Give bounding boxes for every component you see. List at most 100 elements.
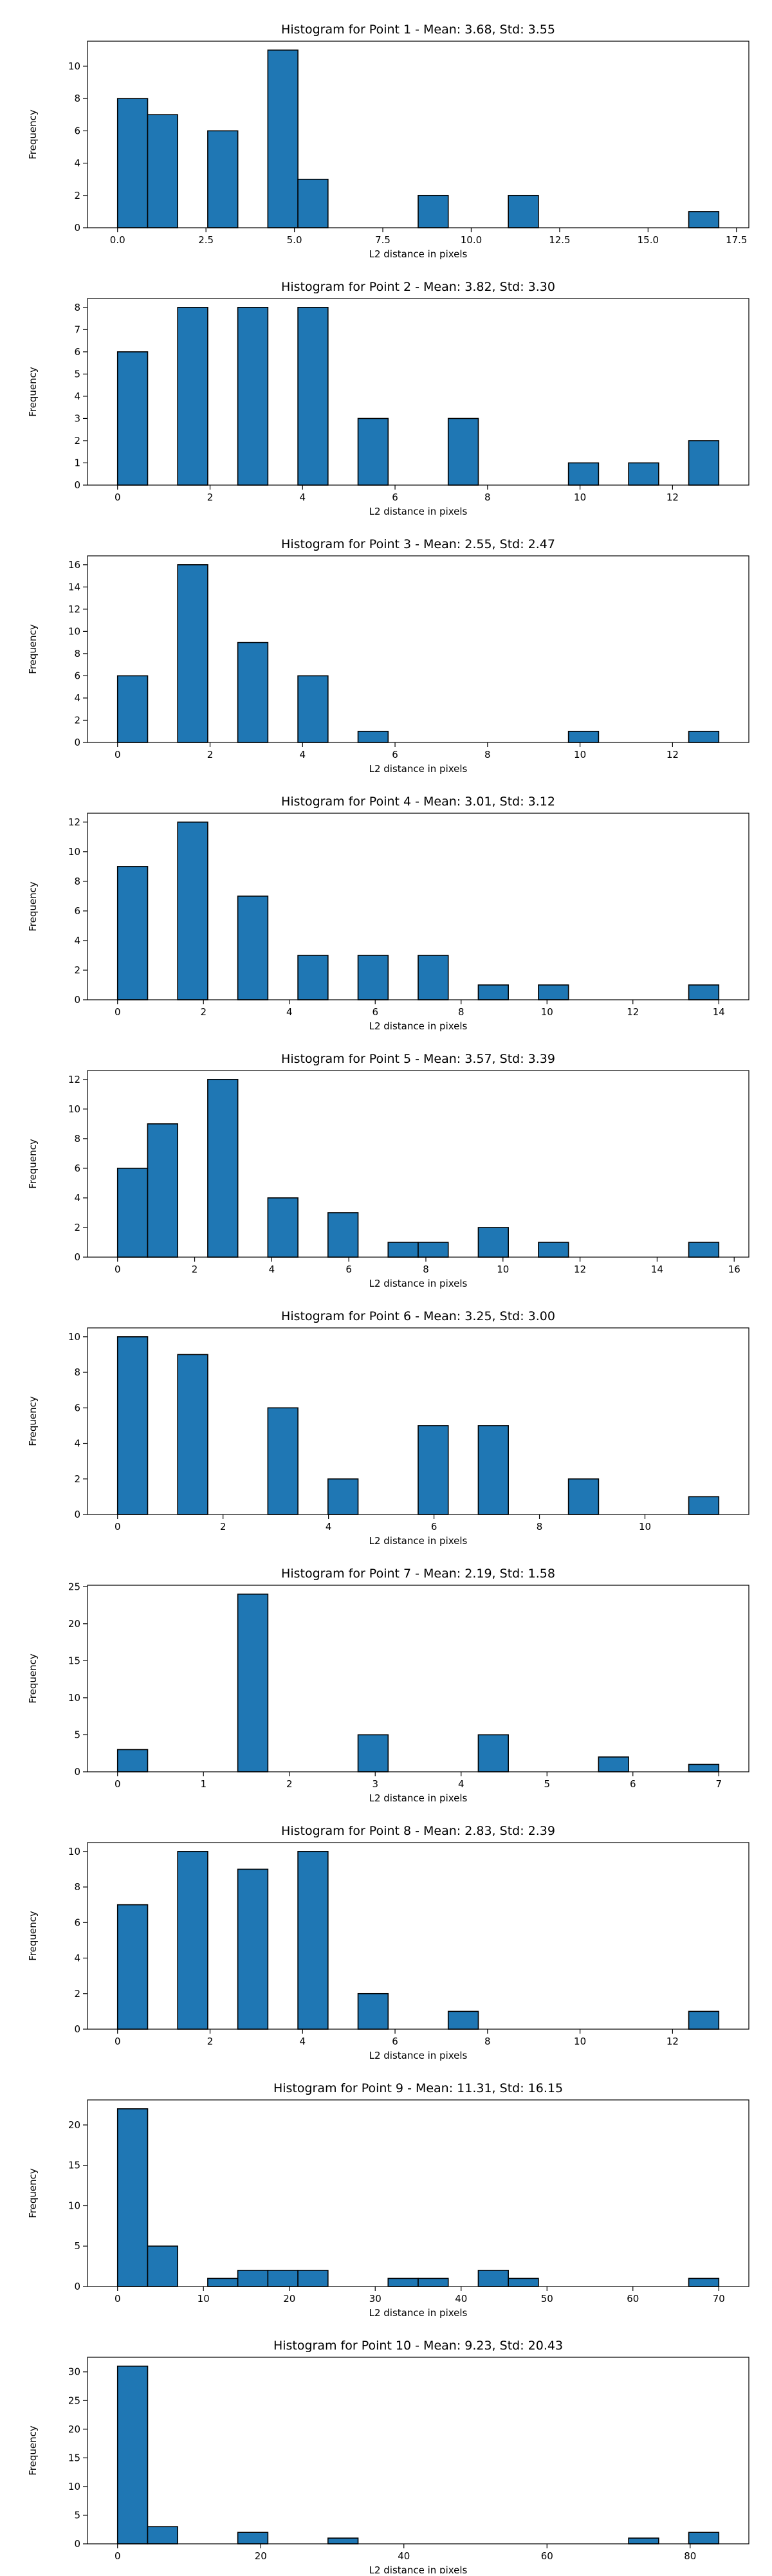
y-tick-label: 25 xyxy=(68,1581,80,1592)
x-tick-label: 40 xyxy=(398,2550,410,2562)
histogram-bar xyxy=(327,1478,359,1515)
x-tick-label: 0 xyxy=(115,1778,121,1790)
histogram-bar xyxy=(387,1242,419,1258)
x-tick-label: 60 xyxy=(627,2293,639,2305)
x-tick-label: 60 xyxy=(541,2550,553,2562)
histogram-bar xyxy=(297,307,329,486)
axes-frame xyxy=(87,1842,749,2030)
y-tick-label: 0 xyxy=(74,1509,80,1520)
x-axis-label: L2 distance in pixels xyxy=(369,1278,468,1289)
y-tick-label: 4 xyxy=(74,935,80,946)
histogram-panel: Histogram for Point 5 - Mean: 3.57, Std:… xyxy=(27,1052,749,1289)
y-tick-label: 5 xyxy=(74,2509,80,2521)
x-tick-label: 8 xyxy=(537,1521,543,1532)
y-tick-label: 12 xyxy=(68,816,80,828)
histogram-bar xyxy=(598,1756,629,1772)
histogram-bar xyxy=(207,2277,239,2287)
chart-title: Histogram for Point 5 - Mean: 3.57, Std:… xyxy=(281,1052,555,1066)
x-tick-label: 5 xyxy=(544,1778,550,1790)
histogram-bar xyxy=(207,1079,239,1258)
x-axis-label: L2 distance in pixels xyxy=(369,1020,468,1032)
x-tick-label: 4 xyxy=(326,1521,332,1532)
y-tick-label: 10 xyxy=(68,2200,80,2211)
histogram-bar xyxy=(477,1227,509,1258)
y-tick-label: 2 xyxy=(74,1222,80,1233)
y-tick-label: 10 xyxy=(68,846,80,858)
histogram-bar xyxy=(237,1868,269,2030)
x-tick-label: 12 xyxy=(666,749,679,760)
histogram-bar xyxy=(688,2532,720,2544)
y-tick-label: 0 xyxy=(74,1251,80,1263)
x-tick-label: 14 xyxy=(713,1006,725,1018)
histogram-bar xyxy=(357,1992,389,2030)
histogram-bar xyxy=(688,984,720,1000)
x-tick-label: 6 xyxy=(431,1521,437,1532)
y-tick-label: 6 xyxy=(74,125,80,136)
x-axis-label: L2 distance in pixels xyxy=(369,1535,468,1547)
histogram-bar xyxy=(688,1763,720,1772)
x-tick-label: 4 xyxy=(300,749,306,760)
y-tick-label: 20 xyxy=(68,2424,80,2435)
x-tick-label: 0 xyxy=(115,1264,121,1275)
histogram-bar xyxy=(177,1851,208,2030)
x-tick-label: 10.0 xyxy=(461,234,482,246)
x-tick-label: 12 xyxy=(666,2036,679,2047)
histogram-bar xyxy=(688,211,720,228)
x-tick-label: 10 xyxy=(198,2293,210,2305)
y-tick-label: 1 xyxy=(74,457,80,468)
y-tick-label: 20 xyxy=(68,2119,80,2131)
histogram-bar xyxy=(116,1336,149,1515)
chart-title: Histogram for Point 2 - Mean: 3.82, Std:… xyxy=(281,280,555,294)
x-tick-label: 0 xyxy=(115,492,121,503)
y-tick-label: 4 xyxy=(74,1192,80,1204)
x-tick-label: 0 xyxy=(115,2550,121,2562)
x-tick-label: 3 xyxy=(372,1778,378,1790)
x-axis-label: L2 distance in pixels xyxy=(369,506,468,517)
x-tick-label: 10 xyxy=(639,1521,651,1532)
axes-frame xyxy=(87,1327,749,1515)
x-tick-label: 10 xyxy=(574,492,586,503)
x-tick-label: 10 xyxy=(574,2036,586,2047)
y-tick-label: 0 xyxy=(74,2281,80,2292)
x-tick-label: 8 xyxy=(423,1264,429,1275)
y-tick-label: 0 xyxy=(74,2023,80,2035)
x-tick-label: 10 xyxy=(541,1006,553,1018)
histogram-bar xyxy=(538,984,569,1000)
x-tick-label: 4 xyxy=(300,2036,306,2047)
x-axis-label: L2 distance in pixels xyxy=(369,2564,468,2573)
axes-frame xyxy=(87,555,749,743)
x-tick-label: 80 xyxy=(684,2550,696,2562)
histogram-bar xyxy=(688,2010,720,2030)
histogram-bar xyxy=(688,1242,720,1258)
y-tick-label: 4 xyxy=(74,692,80,704)
histogram-bar xyxy=(477,984,509,1000)
x-tick-label: 2 xyxy=(207,749,214,760)
y-tick-label: 20 xyxy=(68,1618,80,1630)
x-tick-label: 6 xyxy=(392,2036,398,2047)
y-tick-label: 3 xyxy=(74,412,80,424)
x-tick-label: 12.5 xyxy=(549,234,570,246)
y-tick-label: 8 xyxy=(74,93,80,104)
x-tick-label: 2 xyxy=(207,492,214,503)
histogram-bar xyxy=(688,2277,720,2287)
histogram-bar xyxy=(387,2277,419,2287)
y-tick-label: 5 xyxy=(74,2240,80,2252)
y-axis-label: Frequency xyxy=(27,2168,39,2218)
y-tick-label: 4 xyxy=(74,158,80,169)
histogram-bar xyxy=(147,1123,178,1258)
x-axis-label: L2 distance in pixels xyxy=(369,2050,468,2061)
y-axis-label: Frequency xyxy=(27,881,39,932)
x-tick-label: 30 xyxy=(369,2293,381,2305)
y-tick-label: 8 xyxy=(74,648,80,659)
x-tick-label: 10 xyxy=(497,1264,509,1275)
histogram-bar xyxy=(418,1425,449,1515)
histogram-bar xyxy=(297,1851,329,2030)
histogram-panel: Histogram for Point 9 - Mean: 11.31, Std… xyxy=(27,2081,749,2319)
y-tick-label: 0 xyxy=(74,1766,80,1778)
histogram-panel: Histogram for Point 10 - Mean: 9.23, Std… xyxy=(27,2339,749,2576)
histogram-panel: Histogram for Point 4 - Mean: 3.01, Std:… xyxy=(27,795,749,1032)
histogram-bar xyxy=(477,1425,509,1515)
histogram-bar xyxy=(237,641,269,743)
histogram-bar xyxy=(116,2108,149,2287)
histogram-bar xyxy=(567,730,600,743)
